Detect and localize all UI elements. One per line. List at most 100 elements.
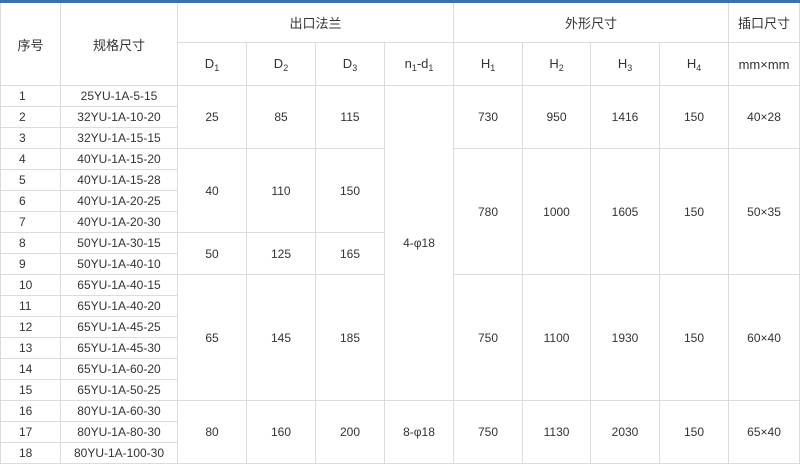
socket-cell: 50×35: [728, 148, 800, 275]
header-text: H: [480, 55, 491, 71]
d1-cell: 25: [177, 85, 247, 149]
model-cell: 65YU-1A-40-20: [60, 295, 178, 317]
socket-cell: 40×28: [728, 85, 800, 149]
header-n1d1: n1-d1: [383, 42, 455, 86]
d1-cell: 65: [177, 274, 247, 401]
h4-cell: 150: [659, 148, 730, 275]
d2-cell: 110: [246, 148, 316, 233]
header-text: n: [404, 55, 412, 71]
h2-cell: 1100: [522, 274, 592, 401]
table-row: 18 80YU-1A-100-30: [0, 442, 800, 464]
subscript: 1: [214, 62, 220, 73]
header-seq: 序号: [0, 1, 61, 86]
h4-cell: 150: [659, 85, 730, 149]
table-row: 16 80YU-1A-60-30 80 160 200 8-φ18 750 1130 2030 1…: [0, 400, 800, 464]
h3-cell: 1416: [590, 85, 661, 149]
model-cell: 50YU-1A-30-15: [60, 232, 178, 254]
header-h3: H3: [590, 42, 661, 86]
h3-cell: 2030: [590, 400, 661, 464]
subscript: 1: [428, 62, 434, 73]
d3-cell: 165: [315, 232, 385, 275]
n1d1-cell: 8-φ18: [383, 400, 455, 464]
d2-cell: 85: [246, 85, 316, 149]
h1-cell: 730: [453, 85, 524, 149]
subscript: 3: [352, 62, 358, 73]
h3-cell: 1930: [590, 274, 661, 401]
subscript: 1: [411, 62, 417, 73]
header-socket-unit: mm×mm: [728, 42, 800, 86]
h1-cell: 750: [453, 274, 524, 401]
model-cell: 80YU-1A-100-30: [60, 442, 178, 464]
header-socket: 插口尺寸: [728, 1, 800, 43]
model-cell: 50YU-1A-40-10: [60, 253, 178, 275]
seq-cell: 2: [0, 106, 61, 128]
table-row: 1 25YU-1A-5-15 25 85 115 4-φ18 730 950 1416 150 40…: [0, 85, 800, 401]
subscript: 2: [283, 62, 289, 73]
model-cell: 32YU-1A-10-20: [60, 106, 178, 128]
table-row: 8 50YU-1A-30-15 50 125 165: [0, 232, 800, 275]
header-shape: 外形尺寸: [453, 1, 730, 43]
seq-cell: 9: [0, 253, 61, 275]
subscript: 2: [558, 62, 564, 73]
d3-cell: 150: [315, 148, 385, 233]
model-cell: 80YU-1A-80-30: [60, 421, 178, 443]
header-d1: D1: [177, 42, 247, 86]
seq-cell: 3: [0, 127, 61, 149]
d2-cell: 160: [246, 400, 316, 464]
table-row: 13 65YU-1A-45-30: [0, 337, 800, 359]
d3-cell: 185: [315, 274, 385, 401]
d2-cell: 145: [246, 274, 316, 401]
d3-cell: 200: [315, 400, 385, 464]
header-text: -d: [416, 55, 429, 71]
header-text: D: [342, 55, 353, 71]
model-cell: 40YU-1A-20-25: [60, 190, 178, 212]
seq-cell: 11: [0, 295, 61, 317]
table-row: 6 40YU-1A-20-25: [0, 190, 800, 212]
table-row: 5 40YU-1A-15-28: [0, 169, 800, 191]
model-cell: 32YU-1A-15-15: [60, 127, 178, 149]
h4-cell: 150: [659, 274, 730, 401]
h1-cell: 780: [453, 148, 524, 275]
model-cell: 80YU-1A-60-30: [60, 400, 178, 422]
model-cell: 40YU-1A-20-30: [60, 211, 178, 233]
seq-cell: 4: [0, 148, 61, 170]
table-row: 10 65YU-1A-40-15 65 145 185 750 1100 1930 150 60×…: [0, 274, 800, 401]
h2-cell: 950: [522, 85, 592, 149]
header-text: H: [617, 55, 628, 71]
model-cell: 40YU-1A-15-20: [60, 148, 178, 170]
seq-cell: 7: [0, 211, 61, 233]
d1-cell: 50: [177, 232, 247, 275]
seq-cell: 15: [0, 379, 61, 401]
seq-cell: 6: [0, 190, 61, 212]
subscript: 4: [696, 62, 702, 73]
header-text: D: [273, 55, 284, 71]
h4-cell: 150: [659, 400, 730, 464]
table-row: 11 65YU-1A-40-20: [0, 295, 800, 317]
seq-cell: 18: [0, 442, 61, 464]
n1d1-cell: 4-φ18: [383, 85, 455, 401]
model-cell: 65YU-1A-60-20: [60, 358, 178, 380]
header-d2: D2: [246, 42, 316, 86]
h2-cell: 1000: [522, 148, 592, 275]
seq-cell: 10: [0, 274, 61, 296]
seq-cell: 13: [0, 337, 61, 359]
h3-cell: 1605: [590, 148, 661, 275]
header-d3: D3: [315, 42, 385, 86]
subscript: 3: [627, 62, 633, 73]
d3-cell: 115: [315, 85, 385, 149]
socket-cell: 65×40: [728, 400, 800, 464]
header-h4: H4: [659, 42, 730, 86]
header-flange: 出口法兰: [176, 1, 455, 43]
seq-cell: 12: [0, 316, 61, 338]
subscript: 1: [490, 62, 496, 73]
table-row: 4 40YU-1A-15-20 40 110 150 780 1000 1605 150 50×3…: [0, 148, 800, 275]
header-text: H: [549, 55, 559, 71]
table-row: 7 40YU-1A-20-30: [0, 211, 800, 233]
h2-cell: 1130: [522, 400, 592, 464]
model-cell: 65YU-1A-45-25: [60, 316, 178, 338]
table-row: 17 80YU-1A-80-30: [0, 421, 800, 443]
table-row: 14 65YU-1A-60-20: [0, 358, 800, 380]
model-cell: 65YU-1A-40-15: [60, 274, 178, 296]
model-cell: 65YU-1A-45-30: [60, 337, 178, 359]
table-row: 12 65YU-1A-45-25: [0, 316, 800, 338]
